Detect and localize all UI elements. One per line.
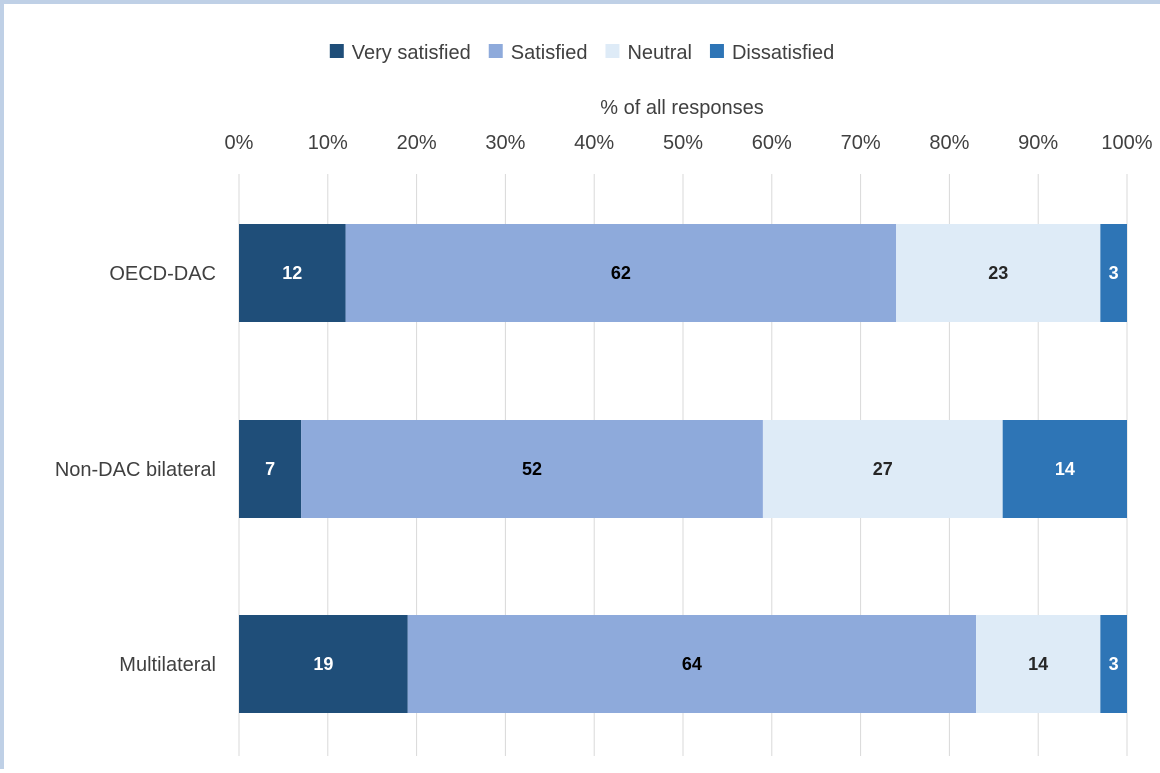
bar-segment — [239, 420, 302, 518]
data-label: 64 — [682, 654, 702, 674]
x-tick-label: 80% — [929, 132, 969, 154]
bar-segment — [896, 224, 1101, 322]
bar-segment — [762, 420, 1003, 518]
legend-entry: Very satisfied — [352, 42, 471, 64]
legend-swatch — [488, 44, 503, 58]
x-axis-label: % of all responses — [600, 97, 763, 119]
data-label: 7 — [265, 459, 275, 479]
x-tick-label: 50% — [663, 132, 703, 154]
bar-segment — [239, 615, 408, 713]
legend: Very satisfied Satisfied Neutral Dissatisfi… — [329, 42, 834, 64]
legend-entry: Dissatisfied — [732, 42, 834, 64]
x-tick-label: 90% — [1018, 132, 1058, 154]
bar-segment — [976, 615, 1101, 713]
bar-segment — [301, 420, 763, 518]
x-tick-label: 100% — [1101, 132, 1152, 154]
category-label: OECD-DAC — [109, 263, 216, 285]
category-label: Non-DAC bilateral — [55, 459, 216, 481]
legend-swatch — [605, 44, 620, 58]
bar-segment — [1100, 224, 1127, 322]
legend-swatch — [329, 44, 344, 58]
x-tick-label: 60% — [752, 132, 792, 154]
x-tick-label: 0% — [225, 132, 254, 154]
x-tick-label: 30% — [485, 132, 525, 154]
category-labels: OECD-DAC Non-DAC bilateral Multilateral — [55, 263, 216, 676]
bars: 12 62 23 3 7 52 27 14 19 64 14 3 — [239, 224, 1127, 713]
data-label: 3 — [1109, 654, 1119, 674]
legend-swatch — [709, 44, 724, 58]
data-label: 27 — [873, 459, 893, 479]
data-label: 12 — [282, 263, 302, 283]
bar-segment — [407, 615, 977, 713]
x-tick-label: 70% — [841, 132, 881, 154]
data-label: 23 — [988, 263, 1008, 283]
data-label: 52 — [522, 459, 542, 479]
legend-entry: Satisfied — [511, 42, 588, 64]
bar-segment — [1002, 420, 1127, 518]
category-label: Multilateral — [119, 654, 216, 676]
bar-segment — [239, 224, 346, 322]
x-tick-label: 10% — [308, 132, 348, 154]
x-axis-tick-labels: 0% 10% 20% 30% 40% 50% 60% 70% 80% 90% 100% — [225, 132, 1153, 154]
stacked-bar-chart: Very satisfied Satisfied Neutral Dissatisfi… — [55, 42, 1153, 756]
data-label: 14 — [1028, 654, 1048, 674]
legend-entry: Neutral — [627, 42, 691, 64]
data-label: 3 — [1109, 263, 1119, 283]
bar-segment — [345, 224, 897, 322]
x-tick-label: 40% — [574, 132, 614, 154]
x-tick-label: 20% — [397, 132, 437, 154]
data-label: 62 — [611, 263, 631, 283]
bar-segment — [1100, 615, 1127, 713]
data-label: 14 — [1055, 459, 1075, 479]
data-label: 19 — [313, 654, 333, 674]
